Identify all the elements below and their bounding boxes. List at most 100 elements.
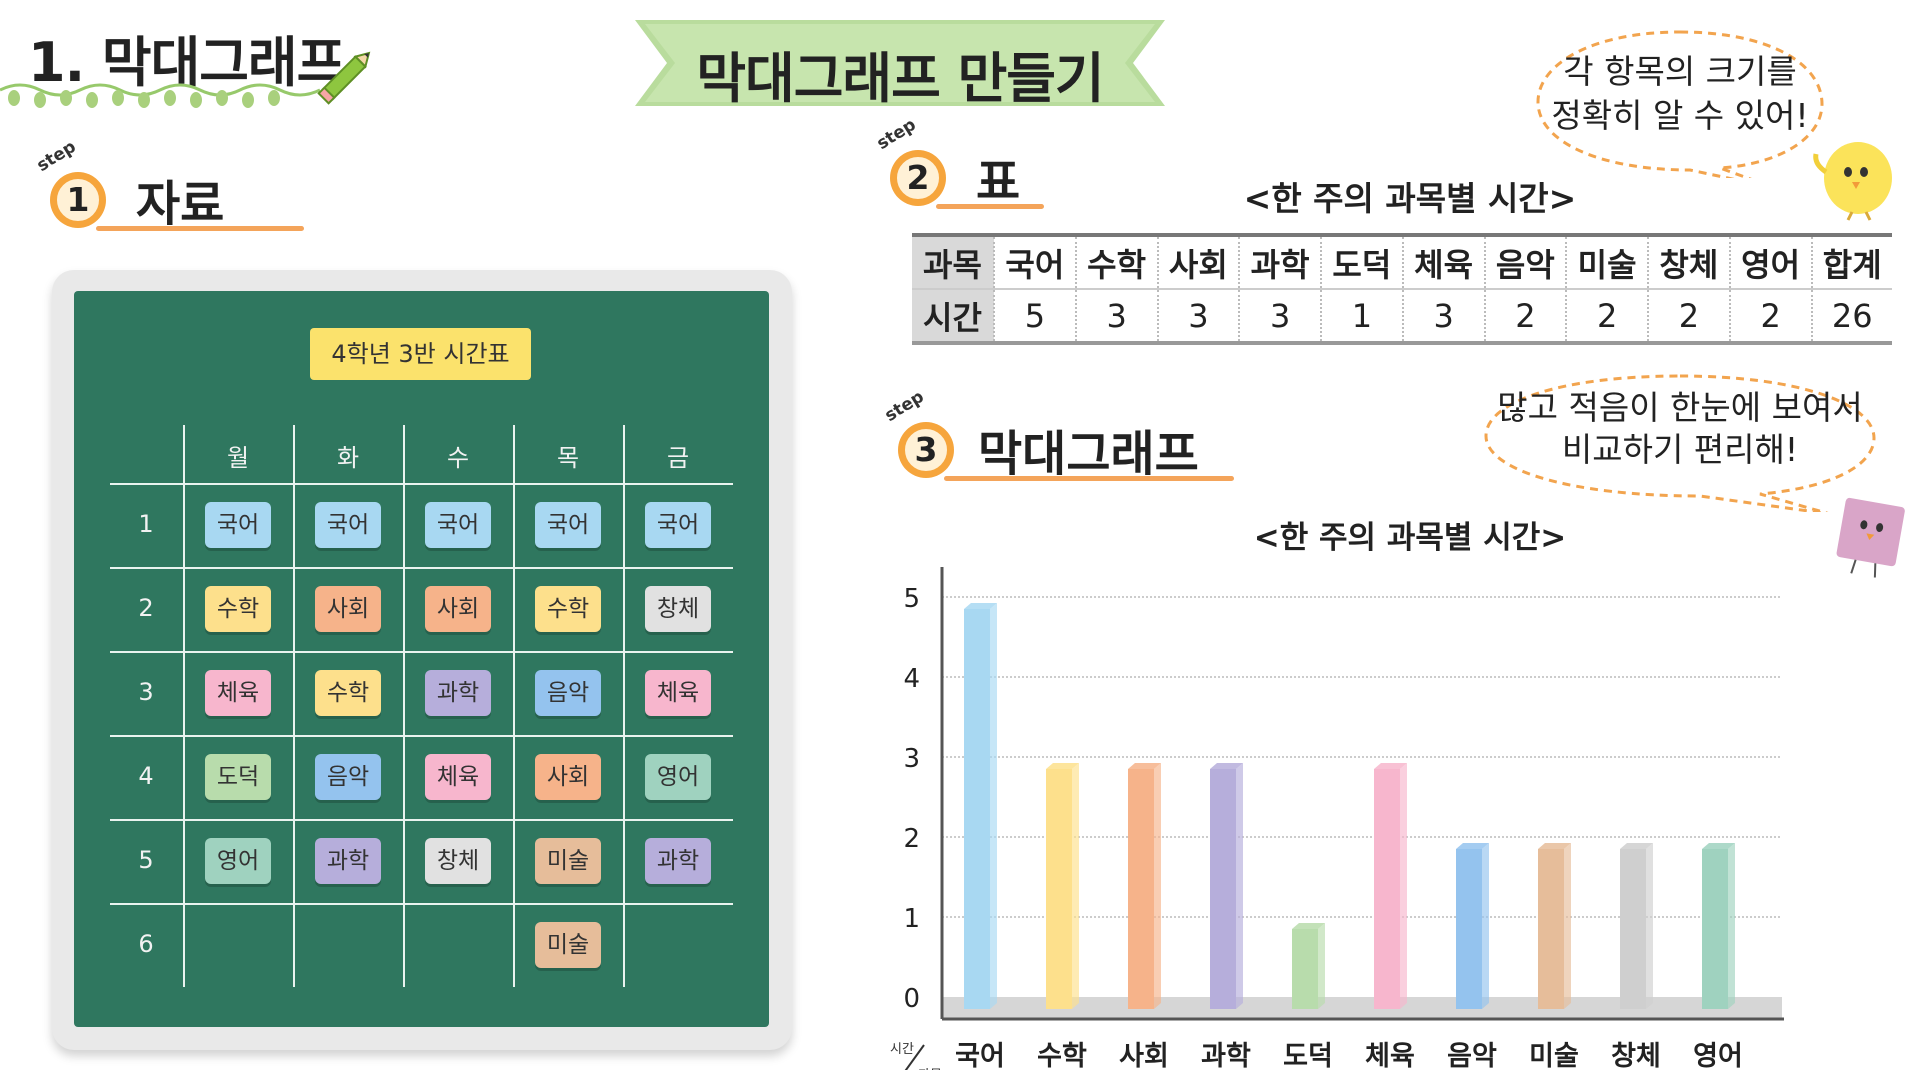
step3-underline	[944, 476, 1234, 481]
timetable-col-line	[403, 425, 405, 987]
step3-number: 3	[914, 430, 938, 469]
bubble-bottom-shape	[1484, 374, 1876, 512]
timetable-subject-chip: 사회	[425, 586, 491, 632]
chalkboard	[74, 291, 769, 1027]
step3-heading: step 3 막대그래프	[881, 387, 1248, 490]
timetable-subject-chip: 미술	[535, 922, 601, 968]
table-header-subject: 과목	[912, 233, 994, 290]
table-cell: 3	[1238, 289, 1321, 345]
table-cell: 3	[1401, 289, 1485, 345]
timetable-subject-chip: 창체	[645, 586, 711, 632]
step3-badge: 3	[898, 422, 954, 478]
step1-number: 1	[66, 180, 90, 219]
step2-badge: 2	[890, 150, 946, 206]
table-cell: 영어	[1728, 233, 1812, 290]
chart-bar-top	[1046, 763, 1079, 769]
chart-bar	[1702, 849, 1728, 1009]
chart-bar-side	[1400, 763, 1407, 1009]
timetable-subject-chip: 체육	[425, 754, 491, 800]
chart-bar-top	[1292, 923, 1325, 929]
step2-heading: step 2 표	[873, 115, 1080, 218]
timetable-subject-chip: 체육	[645, 670, 711, 716]
chart-bar	[1292, 929, 1318, 1009]
chart-title: <한 주의 과목별 시간>	[1253, 520, 1567, 556]
chart-x-tick-label: 사회	[1119, 1041, 1169, 1070]
timetable-subject-chip: 국어	[535, 502, 601, 548]
step1-underline	[96, 226, 304, 231]
timetable-subject-chip: 미술	[535, 838, 601, 884]
pencil-icon	[317, 51, 371, 105]
chart-y-tick-label: 5	[903, 584, 920, 614]
timetable-day-label: 금	[666, 444, 690, 472]
timetable-col-line	[183, 425, 185, 987]
table-title: <한 주의 과목별 시간>	[1243, 179, 1577, 218]
chart-y-axis-label: 시간	[890, 1042, 914, 1057]
table-cell: 합계	[1810, 233, 1892, 290]
timetable-day-label: 수	[446, 444, 470, 472]
timetable-period-label: 5	[138, 846, 154, 874]
table-cell: 3	[1156, 289, 1240, 345]
table-cell: 2	[1728, 289, 1812, 345]
timetable-subject-chip: 영어	[205, 838, 271, 884]
table-row-hours: 시간 5 3 3 3 1 3 2 2 2 2 26	[912, 289, 1892, 345]
chart-bar-top	[964, 603, 997, 609]
chart-bar	[1456, 849, 1482, 1009]
chart-bar-top	[1128, 763, 1161, 769]
chart-x-tick-label: 수학	[1037, 1041, 1087, 1070]
table-cell: 도덕	[1320, 233, 1403, 290]
timetable-period-label: 4	[138, 762, 154, 790]
step3-word: step	[881, 386, 928, 426]
chart-axis-corner-slash	[904, 1044, 925, 1070]
table-header-time: 시간	[912, 289, 994, 345]
step1-heading: step 1 자료	[33, 137, 304, 240]
table-cell: 5	[993, 289, 1076, 345]
timetable-subject-chip: 영어	[645, 754, 711, 800]
vine-decoration	[0, 83, 320, 108]
table-cell: 2	[1483, 289, 1567, 345]
chart-x-tick-label: 국어	[955, 1041, 1005, 1070]
chart-bar-side	[990, 603, 997, 1009]
timetable-day-label: 월	[226, 444, 250, 472]
hours-table: 과목 국어 수학 사회 과학 도덕 체육 음악 미술 창체 영어 합계 시간 5…	[912, 233, 1892, 345]
chart-y-tick-label: 1	[903, 904, 920, 934]
bubble-top-line2: 정확히 알 수 있어!	[1551, 96, 1809, 135]
step1-word: step	[33, 136, 80, 176]
timetable-col-line	[293, 425, 295, 987]
chart-bar-top	[1702, 843, 1735, 849]
timetable-row-line	[110, 567, 733, 569]
timetable-subject-chip: 음악	[315, 754, 381, 800]
table-cell: 체육	[1401, 233, 1485, 290]
timetable-subject-chip: 사회	[315, 586, 381, 632]
bubble-bottom-line2: 비교하기 편리해!	[1561, 430, 1799, 469]
timetable-row-line	[110, 483, 733, 485]
ribbon-shape	[635, 20, 1165, 106]
timetable-period-label: 1	[138, 510, 154, 538]
chart-y-tick-label: 4	[903, 664, 920, 694]
chart-y-tick-label: 3	[903, 744, 920, 774]
bubble-bottom: 많고 적음이 한눈에 보여서 비교하기 편리해!	[1480, 372, 1880, 512]
square-character-icon	[1836, 497, 1905, 578]
timetable-subject-chip: 국어	[315, 502, 381, 548]
timetable-day-label: 화	[336, 444, 360, 472]
chart-bar-top	[1210, 763, 1243, 769]
timetable-row-line	[110, 735, 733, 737]
chart-y-tick-label: 0	[903, 984, 920, 1014]
chart-bar	[1046, 769, 1072, 1009]
step3-title: 막대그래프	[978, 426, 1199, 482]
chart-x-tick-label: 음악	[1447, 1041, 1497, 1070]
bar-chart: 0 1 2 3 4 5 국어 수학 사회 과학 도덕 체육 음악 미술 창체 영어 시간과목	[890, 567, 1784, 1070]
timetable-col-line	[513, 425, 515, 987]
timetable-row-line	[110, 651, 733, 653]
chart-bar	[1538, 849, 1564, 1009]
table-cell: 국어	[993, 233, 1076, 290]
table-cell: 26	[1810, 289, 1892, 345]
timetable-col-line	[623, 425, 625, 987]
chart-bar-top	[1620, 843, 1653, 849]
page-heading: 1. 막대그래프	[28, 31, 346, 94]
step2-title: 표	[976, 154, 1021, 210]
chart-bar	[1210, 769, 1236, 1009]
chart-bar-side	[1318, 923, 1325, 1009]
bubble-top-line1: 각 항목의 크기를	[1563, 52, 1797, 91]
table-cell: 3	[1074, 289, 1158, 345]
chart-bar-top	[1456, 843, 1489, 849]
